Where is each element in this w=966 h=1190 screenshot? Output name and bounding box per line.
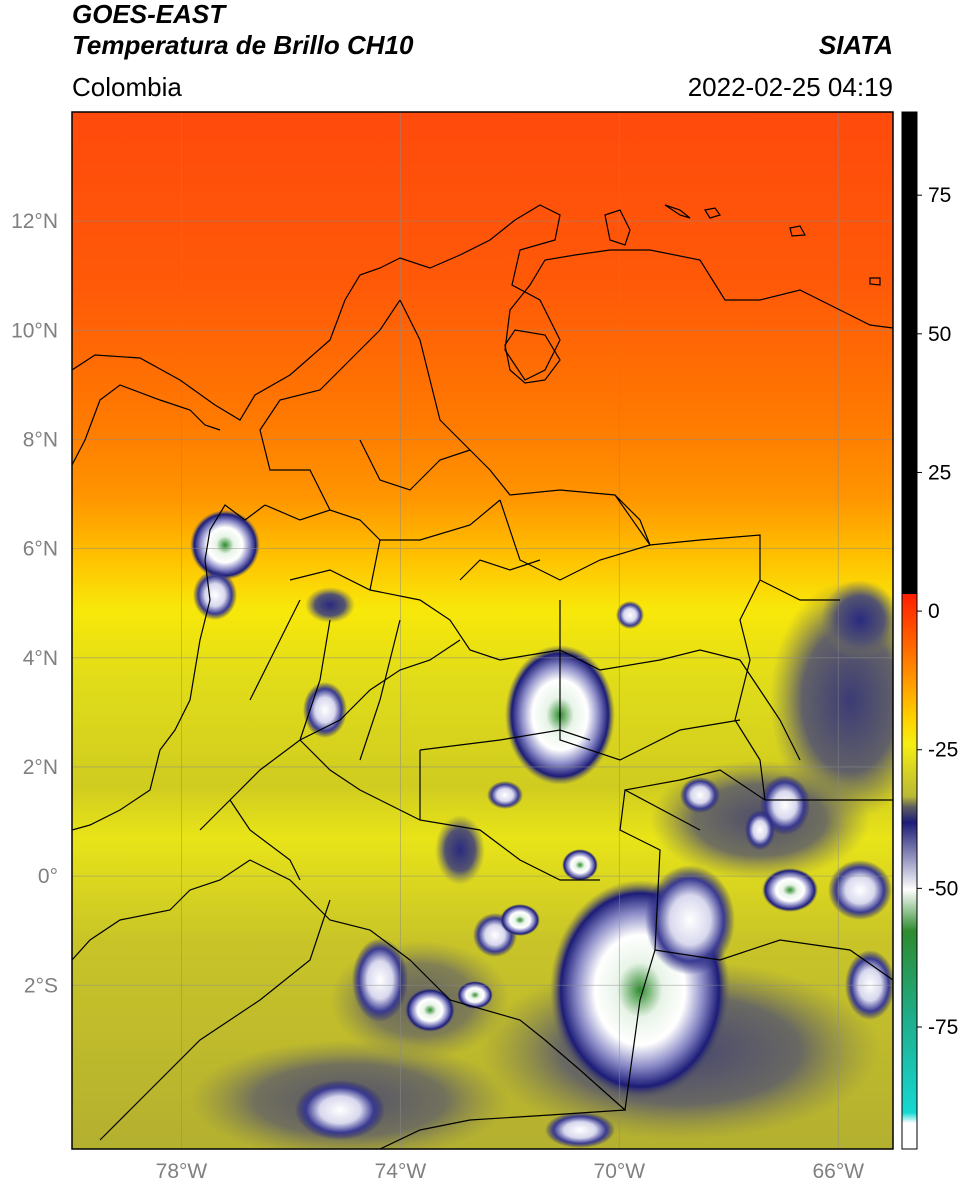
colorbar-label: -25 — [928, 739, 958, 762]
lon-tick-label: 66°W — [812, 1160, 864, 1183]
colorbar-ramp — [901, 111, 918, 1150]
lat-tick-label: 0° — [38, 865, 58, 888]
colorbar-label: -50 — [928, 877, 958, 900]
graticule — [72, 112, 893, 1149]
colorbar-label: 50 — [928, 323, 951, 346]
region-label: Colombia — [72, 72, 182, 102]
lat-tick-label: 2°S — [24, 974, 58, 997]
agency-label: SIATA — [818, 30, 893, 60]
map-frame — [71, 111, 894, 1150]
colorbar-label: -75 — [928, 1016, 958, 1039]
lon-tick-label: 70°W — [594, 1160, 646, 1183]
colorbar-label: 25 — [928, 461, 951, 484]
longitude-ticks: 78°W 74°W 70°W 66°W — [156, 1160, 865, 1183]
lon-tick-label: 78°W — [156, 1160, 208, 1183]
colorbar: 75 50 25 0 -25 -50 -75 — [901, 111, 958, 1150]
lat-tick-label: 6°N — [23, 538, 58, 561]
lat-tick-label: 10°N — [11, 319, 58, 342]
lat-tick-label: 4°N — [23, 647, 58, 670]
colorbar-label: 75 — [928, 184, 951, 207]
colorbar-label: 0 — [928, 600, 940, 623]
timestamp-label: 2022-02-25 04:19 — [687, 72, 893, 102]
lon-tick-label: 74°W — [375, 1160, 427, 1183]
satellite-title: GOES-EAST — [72, 0, 226, 29]
lat-tick-label: 12°N — [11, 210, 58, 233]
latitude-ticks: 12°N 10°N 8°N 6°N 4°N 2°N 0° 2°S — [11, 210, 58, 997]
product-title: Temperatura de Brillo CH10 — [72, 30, 414, 60]
boundaries — [72, 204, 893, 1149]
lat-tick-label: 2°N — [23, 756, 58, 779]
brightness-temperature-field — [72, 112, 893, 1149]
lat-tick-label: 8°N — [23, 428, 58, 451]
colorbar-labels: 75 50 25 0 -25 -50 -75 — [917, 184, 958, 1039]
